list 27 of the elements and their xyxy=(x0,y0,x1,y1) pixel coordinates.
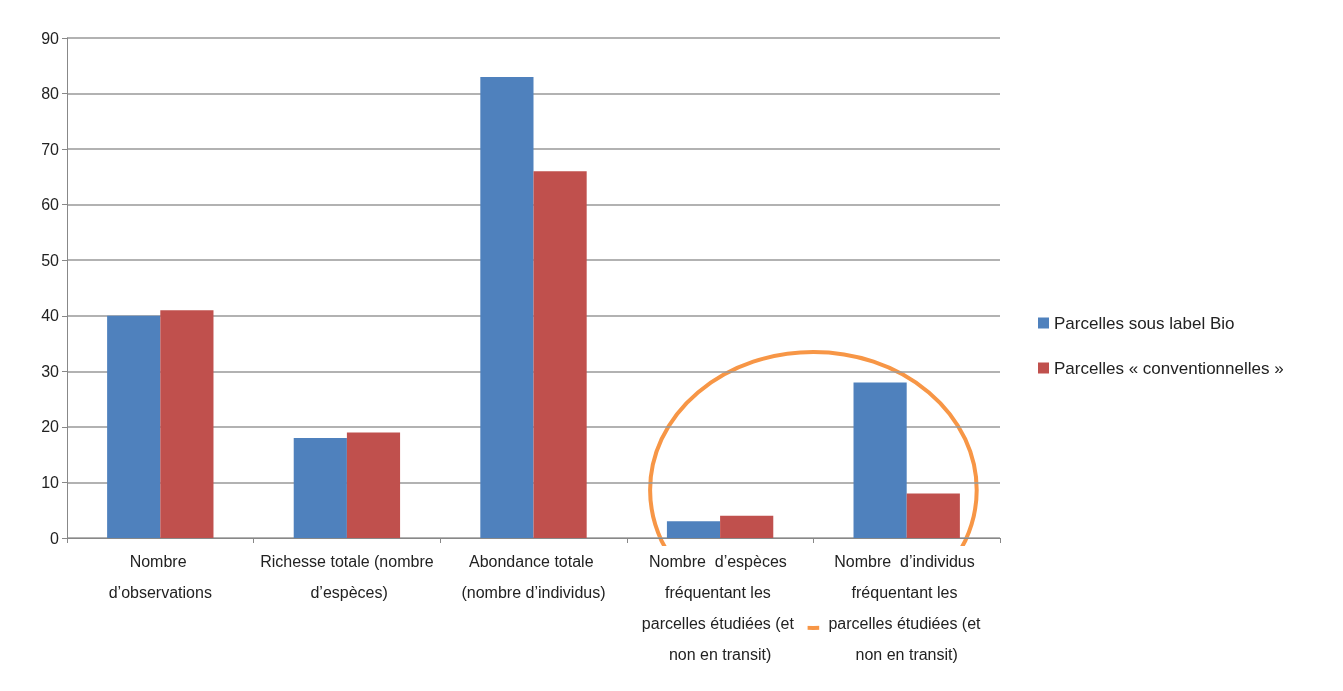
x-tick-label: Nombre d’espèces fréquentant les parcelles étudiées (et non en transit) xyxy=(641,553,799,663)
y-tick-label: 70 xyxy=(41,140,60,158)
bar xyxy=(666,521,721,538)
bar xyxy=(346,432,401,538)
y-tick-label: 80 xyxy=(41,85,60,103)
bar xyxy=(906,493,960,538)
y-tick-label: 30 xyxy=(41,362,60,380)
x-tick-label: Abondance totale (nombre d’individus) xyxy=(461,553,606,601)
bar xyxy=(853,382,907,538)
bar xyxy=(293,438,347,538)
x-tick-label: Richesse totale (nombre d’espèces) xyxy=(260,553,434,601)
bar xyxy=(160,310,214,538)
x-tick-label: Nombre d’individus fréquentant les parcelles étudiées (et non en transit) xyxy=(828,553,985,663)
y-tick-label: 60 xyxy=(41,196,60,214)
bar xyxy=(107,315,161,538)
legend-label: Parcelles « conventionnelles » xyxy=(1054,358,1284,378)
y-tick-label: 50 xyxy=(41,251,60,269)
legend-label: Parcelles sous label Bio xyxy=(1054,313,1235,333)
y-tick-label: 40 xyxy=(41,307,60,325)
bar xyxy=(480,76,534,538)
y-tick-label: 10 xyxy=(41,473,60,491)
bar xyxy=(720,515,774,538)
y-tick-label: 20 xyxy=(41,418,60,436)
y-tick-label: 0 xyxy=(50,529,60,547)
bar xyxy=(533,171,587,538)
y-tick-label: 90 xyxy=(41,29,60,47)
x-tick-label: Nombre d’observations xyxy=(108,553,212,601)
